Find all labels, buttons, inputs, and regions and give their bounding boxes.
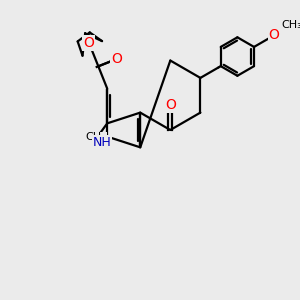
Text: O: O bbox=[165, 98, 176, 112]
Text: NH: NH bbox=[92, 136, 111, 149]
Text: CH₃: CH₃ bbox=[85, 132, 106, 142]
Text: O: O bbox=[83, 36, 94, 50]
Text: O: O bbox=[112, 52, 122, 66]
Text: O: O bbox=[269, 28, 280, 42]
Text: CH₃: CH₃ bbox=[282, 20, 300, 30]
